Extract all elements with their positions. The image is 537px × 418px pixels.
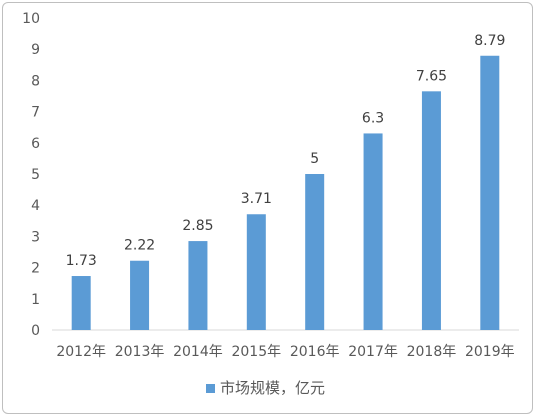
data-label: 6.3 <box>362 110 384 126</box>
y-tick-label: 7 <box>31 105 40 121</box>
x-tick-label: 2016年 <box>290 344 340 360</box>
x-tick-label: 2013年 <box>115 344 165 360</box>
data-label: 2.85 <box>182 218 213 234</box>
bar <box>130 260 150 330</box>
data-label: 7.65 <box>416 68 447 84</box>
data-label: 5 <box>310 151 319 167</box>
x-tick-label: 2019年 <box>465 344 515 360</box>
y-tick-label: 9 <box>31 42 40 58</box>
data-label: 1.73 <box>66 253 97 269</box>
y-tick-label: 6 <box>31 136 40 152</box>
data-labels: 1.73 2.22 2.85 3.71 5 6.3 7.65 8.79 <box>66 33 506 269</box>
data-label: 3.71 <box>241 191 272 207</box>
y-tick-label: 3 <box>31 229 40 245</box>
legend-swatch <box>206 384 215 393</box>
chart-frame <box>2 2 533 414</box>
x-tick-label: 2015年 <box>231 344 281 360</box>
y-tick-label: 8 <box>31 73 40 89</box>
bar <box>363 133 383 330</box>
bar <box>71 276 91 330</box>
x-axis: 2012年 2013年 2014年 2015年 2016年 2017年 2018年 2019年 <box>56 344 514 360</box>
legend-label: 市场规模，亿元 <box>220 379 325 397</box>
y-tick-label: 5 <box>31 167 40 183</box>
y-tick-label: 1 <box>31 292 40 308</box>
legend: 市场规模，亿元 <box>206 379 325 397</box>
y-tick-label: 4 <box>31 198 40 214</box>
x-tick-label: 2018年 <box>407 344 457 360</box>
x-tick-label: 2014年 <box>173 344 223 360</box>
bars <box>71 55 500 330</box>
bar <box>480 55 500 330</box>
x-tick-label: 2012年 <box>56 344 106 360</box>
y-tick-label: 2 <box>31 261 40 277</box>
x-tick-label: 2017年 <box>348 344 398 360</box>
bar <box>246 214 266 330</box>
data-label: 2.22 <box>124 238 155 254</box>
watermark: 搜狐号@中金企信国际咨询 <box>347 6 527 24</box>
data-label: 8.79 <box>474 33 505 49</box>
y-tick-label: 10 <box>22 11 40 27</box>
bar <box>305 174 325 330</box>
y-axis: 0 1 2 3 4 5 6 7 8 9 10 <box>22 11 40 339</box>
y-tick-label: 0 <box>31 323 40 339</box>
bar <box>421 91 441 330</box>
bar <box>188 241 208 330</box>
